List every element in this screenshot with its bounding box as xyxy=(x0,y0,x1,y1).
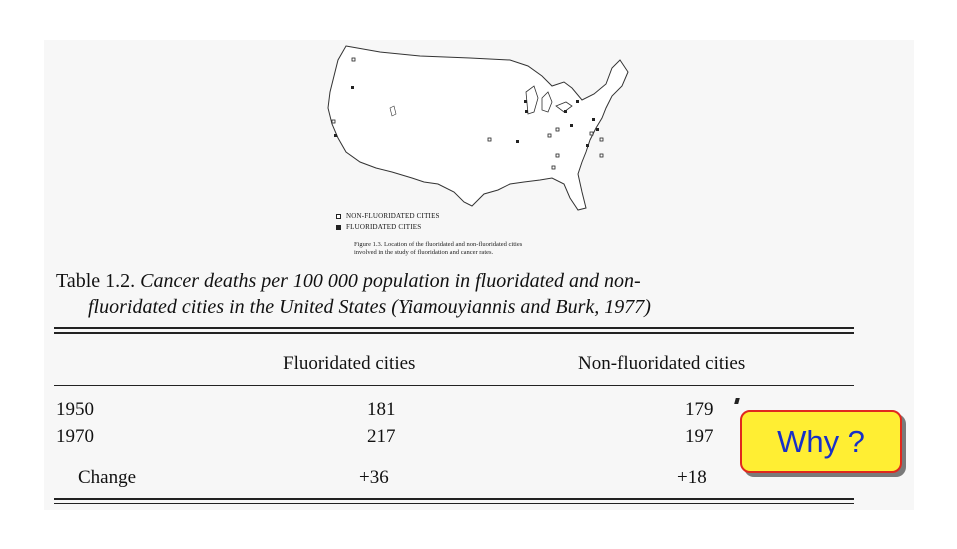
city-marker xyxy=(570,124,573,127)
city-marker xyxy=(555,153,560,158)
legend-label: NON-FLUORIDATED CITIES xyxy=(346,212,440,220)
cell-non-fluoridated-change: +18 xyxy=(677,467,707,488)
city-marker xyxy=(524,100,527,103)
city-marker xyxy=(592,118,595,121)
header-rule xyxy=(54,385,854,386)
open-square-icon xyxy=(336,213,341,219)
row-label-1970: 1970 xyxy=(56,426,94,447)
city-marker xyxy=(351,57,356,62)
city-marker xyxy=(599,153,604,158)
table-title: Table 1.2. Cancer deaths per 100 000 pop… xyxy=(56,268,856,320)
legend-non-fluoridated: NON-FLUORIDATED CITIES xyxy=(336,212,440,220)
city-marker xyxy=(334,134,337,137)
cell-fluoridated-1970: 217 xyxy=(367,426,396,447)
cell-fluoridated-change: +36 xyxy=(359,467,389,488)
row-label-1950: 1950 xyxy=(56,399,94,420)
table-bottom-rule xyxy=(54,498,854,500)
legend-fluoridated: FLUORIDATED CITIES xyxy=(336,223,421,231)
city-marker xyxy=(487,137,492,142)
us-map-outline xyxy=(327,45,629,211)
city-marker xyxy=(586,144,589,147)
table-bottom-rule xyxy=(54,503,854,504)
city-marker xyxy=(589,131,594,136)
why-callout-button[interactable]: Why ? xyxy=(740,410,902,473)
table-title-line1: Cancer deaths per 100 000 population in … xyxy=(140,270,641,292)
city-marker xyxy=(555,127,560,132)
table-number: Table 1.2. xyxy=(56,270,136,292)
city-marker xyxy=(551,165,556,170)
table-top-rule xyxy=(54,327,854,329)
city-marker xyxy=(596,128,599,131)
city-marker xyxy=(547,133,552,138)
filled-square-icon xyxy=(336,224,341,230)
city-marker xyxy=(599,137,604,142)
cell-non-fluoridated-1970: 197 xyxy=(685,426,714,447)
city-marker xyxy=(525,110,528,113)
column-header-fluoridated: Fluoridated cities xyxy=(283,353,416,374)
city-marker xyxy=(576,100,579,103)
legend-label: FLUORIDATED CITIES xyxy=(346,223,422,231)
row-label-change: Change xyxy=(78,467,137,488)
city-marker xyxy=(351,86,354,89)
city-marker xyxy=(564,110,567,113)
city-marker xyxy=(516,140,519,143)
cell-fluoridated-1950: 181 xyxy=(367,399,396,420)
caption-line: involved in the study of fluoridation an… xyxy=(354,249,494,256)
caption-line: Figure 1.3. Location of the fluoridated … xyxy=(354,241,523,248)
city-marker xyxy=(331,119,336,124)
cell-non-fluoridated-1950: 179 xyxy=(685,399,714,420)
column-header-non-fluoridated: Non-fluoridated cities xyxy=(578,353,746,374)
table-top-rule xyxy=(54,332,854,334)
table-title-line2: fluoridated cities in the United States … xyxy=(88,296,651,318)
figure-caption: Figure 1.3. Location of the fluoridated … xyxy=(354,241,624,257)
us-map-figure: NON-FLUORIDATED CITIES FLUORIDATED CITIE… xyxy=(320,42,630,260)
